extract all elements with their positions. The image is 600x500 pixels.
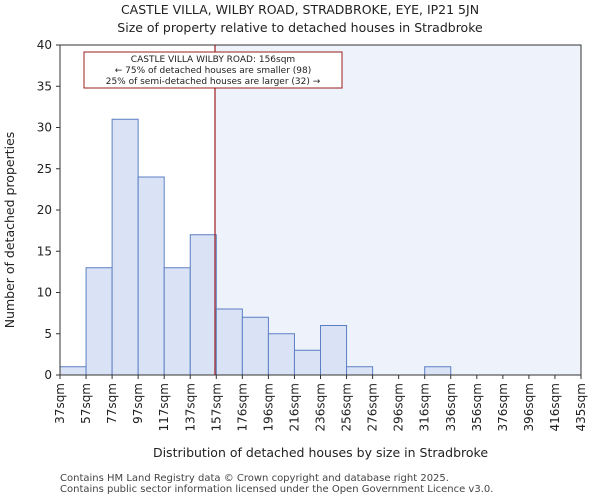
annotation-box <box>83 51 343 89</box>
x-tick-label: 435sqm <box>574 383 588 431</box>
histogram-bar <box>241 316 269 376</box>
y-tick-label: 15 <box>37 244 52 258</box>
x-tick-label: 376sqm <box>496 383 510 431</box>
footer-line-1: Contains HM Land Registry data © Crown c… <box>60 473 449 484</box>
x-tick-label: 37sqm <box>53 383 67 424</box>
y-tick-label: 25 <box>37 162 52 176</box>
histogram-bar <box>189 234 217 376</box>
footer-line-2: Contains public sector information licen… <box>60 484 494 495</box>
x-tick-label: 117sqm <box>157 383 171 431</box>
x-tick-label: 196sqm <box>261 383 275 431</box>
x-tick-label: 216sqm <box>287 383 301 431</box>
x-tick-label: 97sqm <box>131 383 145 424</box>
x-tick-label: 416sqm <box>548 383 562 431</box>
annotation-line-2: ← 75% of detached houses are smaller (98… <box>115 66 312 76</box>
histogram-bar <box>163 267 191 376</box>
histogram-bar <box>215 308 243 376</box>
x-tick-label: 336sqm <box>444 383 458 431</box>
x-tick-label: 296sqm <box>392 383 406 431</box>
y-tick-label: 40 <box>37 38 52 52</box>
larger-region-shade <box>214 45 581 375</box>
x-tick-label: 236sqm <box>314 383 328 431</box>
histogram-bar <box>293 349 322 376</box>
annotation-line-1: CASTLE VILLA WILBY ROAD: 156sqm <box>131 55 295 65</box>
histogram-bar <box>85 267 113 376</box>
x-axis-label: Distribution of detached houses by size … <box>153 445 488 460</box>
y-axis-label: Number of detached properties <box>2 132 17 329</box>
x-tick-label: 276sqm <box>366 383 380 431</box>
x-tick-label: 157sqm <box>209 383 223 431</box>
y-tick-label: 0 <box>44 368 52 382</box>
x-tick-label: 356sqm <box>470 383 484 431</box>
x-tick-label: 256sqm <box>340 383 354 431</box>
y-tick-label: 20 <box>37 203 52 217</box>
y-tick-label: 10 <box>37 286 52 300</box>
x-tick-label: 57sqm <box>79 383 93 424</box>
histogram-bar <box>137 176 165 376</box>
y-tick-label: 30 <box>37 121 52 135</box>
histogram-bar <box>424 366 452 376</box>
x-tick-label: 396sqm <box>522 383 536 431</box>
y-tick-label: 5 <box>44 327 52 341</box>
x-tick-label: 77sqm <box>105 383 119 424</box>
annotation-line-3: 25% of semi-detached houses are larger (… <box>106 77 321 87</box>
histogram-bar <box>111 118 139 376</box>
histogram-bar <box>320 325 348 376</box>
y-tick-label: 35 <box>37 79 52 93</box>
chart-title: CASTLE VILLA, WILBY ROAD, STRADBROKE, EY… <box>120 2 480 17</box>
x-tick-label: 316sqm <box>418 383 432 431</box>
histogram-bar <box>59 366 87 376</box>
histogram-bar <box>346 366 374 376</box>
histogram-bar <box>267 333 295 376</box>
x-tick-label: 176sqm <box>235 383 249 431</box>
chart-subtitle: Size of property relative to detached ho… <box>117 20 483 35</box>
x-tick-label: 137sqm <box>183 383 197 431</box>
